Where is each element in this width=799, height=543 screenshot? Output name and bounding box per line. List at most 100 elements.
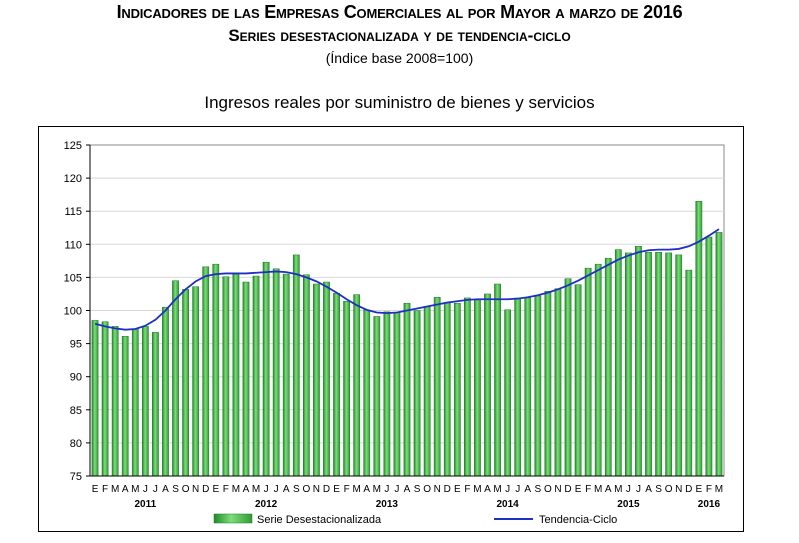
bar (464, 297, 471, 477)
bar (323, 281, 330, 477)
y-tick-label: 105 (64, 272, 82, 284)
x-year-label: 2014 (497, 499, 520, 510)
bar (413, 310, 421, 477)
bar (242, 281, 250, 477)
x-month-label: F (223, 484, 229, 495)
x-month-label: F (344, 484, 350, 495)
bar (91, 320, 99, 477)
x-month-label: O (302, 484, 310, 495)
x-month-label: O (544, 484, 552, 495)
bar (172, 280, 179, 477)
y-tick-label: 75 (70, 471, 82, 483)
chart-title: Ingresos reales por suministro de bienes… (204, 93, 595, 112)
x-month-label: J (384, 484, 389, 495)
x-month-label: M (232, 484, 240, 495)
x-month-label: M (111, 484, 119, 495)
bar (393, 312, 401, 477)
x-month-label: S (293, 484, 300, 495)
legend-line-label: Tendencia-Ciclo (539, 514, 617, 526)
bar (655, 251, 662, 477)
x-month-label: J (636, 484, 641, 495)
x-month-label: N (192, 484, 199, 495)
x-month-label: O (182, 484, 190, 495)
base-note: (Índice base 2008=100) (325, 50, 474, 66)
bar (222, 276, 230, 477)
x-month-label: D (323, 484, 330, 495)
x-month-label: N (675, 484, 682, 495)
bar (101, 321, 109, 477)
bar (262, 261, 270, 477)
bar (373, 316, 381, 477)
bar (685, 269, 693, 477)
x-year-label: 2013 (376, 499, 399, 510)
x-month-label: E (454, 484, 461, 495)
bar (574, 284, 582, 477)
bar (625, 252, 632, 477)
x-month-label: J (143, 484, 148, 495)
bar (504, 309, 512, 477)
bar (363, 309, 371, 477)
y-tick-label: 115 (64, 206, 82, 218)
bar (524, 297, 532, 477)
x-month-label: S (414, 484, 421, 495)
bar (544, 291, 552, 477)
x-month-label: S (655, 484, 662, 495)
bar (131, 328, 139, 477)
x-month-label: M (353, 484, 361, 495)
y-tick-label: 110 (64, 239, 82, 251)
x-month-label: O (423, 484, 431, 495)
x-month-label: O (665, 484, 673, 495)
bar (343, 300, 350, 477)
bar (202, 266, 210, 477)
trend-line (94, 228, 720, 331)
bar (675, 254, 683, 477)
bar (494, 283, 501, 477)
y-tick-label: 120 (64, 173, 82, 185)
x-month-label: F (102, 484, 108, 495)
x-year-label: 2016 (698, 499, 721, 510)
bar (564, 278, 572, 477)
x-month-label: E (212, 484, 219, 495)
x-month-label: A (283, 484, 290, 495)
x-month-label: M (473, 484, 481, 495)
bar (111, 326, 119, 477)
y-tick-label: 125 (64, 140, 82, 152)
x-month-label: D (564, 484, 571, 495)
x-month-label: A (605, 484, 612, 495)
x-month-label: J (626, 484, 631, 495)
subtitle: Series desestacionalizada y de tendencia… (228, 26, 571, 45)
x-month-label: N (554, 484, 561, 495)
x-month-label: N (434, 484, 441, 495)
x-month-label: J (394, 484, 399, 495)
x-month-label: M (715, 484, 723, 495)
y-tick-label: 95 (70, 339, 82, 351)
bar (232, 273, 240, 477)
x-month-label: N (313, 484, 320, 495)
bar (182, 289, 189, 477)
x-month-label: A (243, 484, 250, 495)
bar (141, 326, 149, 477)
bar (534, 295, 542, 477)
y-tick-label: 85 (70, 405, 82, 417)
x-month-label: M (614, 484, 622, 495)
x-month-label: A (645, 484, 652, 495)
y-tick-label: 90 (70, 372, 82, 384)
bar (514, 298, 522, 477)
bar (484, 293, 491, 477)
x-month-label: A (484, 484, 491, 495)
legend-bar-label: Serie Desestacionalizada (257, 514, 382, 526)
bar (313, 283, 320, 477)
bar (474, 299, 481, 477)
x-month-label: A (162, 484, 169, 495)
x-month-label: E (575, 484, 582, 495)
x-month-label: M (594, 484, 602, 495)
x-month-label: J (515, 484, 520, 495)
bar (353, 294, 361, 477)
bar (383, 311, 391, 477)
x-month-label: D (202, 484, 209, 495)
bar (192, 286, 200, 477)
bar (152, 332, 159, 477)
bar (282, 273, 290, 477)
